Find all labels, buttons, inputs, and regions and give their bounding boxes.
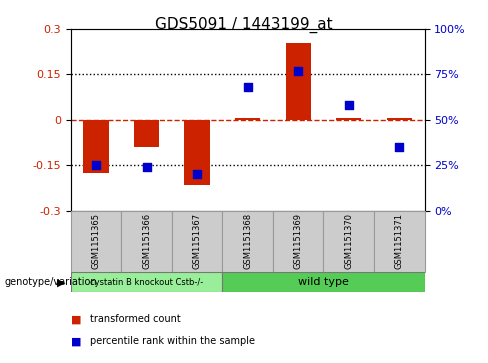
FancyBboxPatch shape bbox=[172, 211, 223, 272]
Text: GSM1151366: GSM1151366 bbox=[142, 213, 151, 269]
Bar bbox=[235, 118, 260, 120]
Text: genotype/variation: genotype/variation bbox=[5, 277, 98, 287]
Bar bbox=[285, 43, 311, 120]
Text: cystatin B knockout Cstb-/-: cystatin B knockout Cstb-/- bbox=[90, 278, 203, 287]
Point bbox=[395, 144, 403, 150]
FancyBboxPatch shape bbox=[223, 272, 425, 292]
Text: GSM1151370: GSM1151370 bbox=[344, 213, 353, 269]
Bar bbox=[83, 120, 109, 173]
Point bbox=[92, 162, 100, 168]
Text: percentile rank within the sample: percentile rank within the sample bbox=[90, 336, 255, 346]
Text: GSM1151367: GSM1151367 bbox=[193, 213, 202, 269]
Bar bbox=[386, 118, 412, 120]
Point bbox=[142, 164, 150, 170]
Point bbox=[244, 84, 252, 90]
Text: GSM1151371: GSM1151371 bbox=[395, 213, 404, 269]
FancyBboxPatch shape bbox=[324, 211, 374, 272]
Bar bbox=[184, 120, 210, 185]
FancyBboxPatch shape bbox=[71, 211, 122, 272]
FancyBboxPatch shape bbox=[223, 211, 273, 272]
Text: GSM1151368: GSM1151368 bbox=[243, 213, 252, 269]
Text: ▶: ▶ bbox=[58, 277, 66, 287]
FancyBboxPatch shape bbox=[374, 211, 425, 272]
FancyBboxPatch shape bbox=[71, 272, 223, 292]
Bar bbox=[134, 120, 159, 147]
Point bbox=[345, 102, 353, 108]
Text: ■: ■ bbox=[71, 336, 81, 346]
Text: ■: ■ bbox=[71, 314, 81, 325]
FancyBboxPatch shape bbox=[273, 211, 324, 272]
Text: GSM1151369: GSM1151369 bbox=[294, 213, 303, 269]
FancyBboxPatch shape bbox=[122, 211, 172, 272]
Text: GSM1151365: GSM1151365 bbox=[92, 213, 101, 269]
Text: GDS5091 / 1443199_at: GDS5091 / 1443199_at bbox=[155, 16, 333, 33]
Point bbox=[294, 68, 302, 74]
Text: wild type: wild type bbox=[298, 277, 349, 287]
Bar bbox=[336, 118, 362, 120]
Point bbox=[193, 171, 201, 177]
Text: transformed count: transformed count bbox=[90, 314, 181, 325]
